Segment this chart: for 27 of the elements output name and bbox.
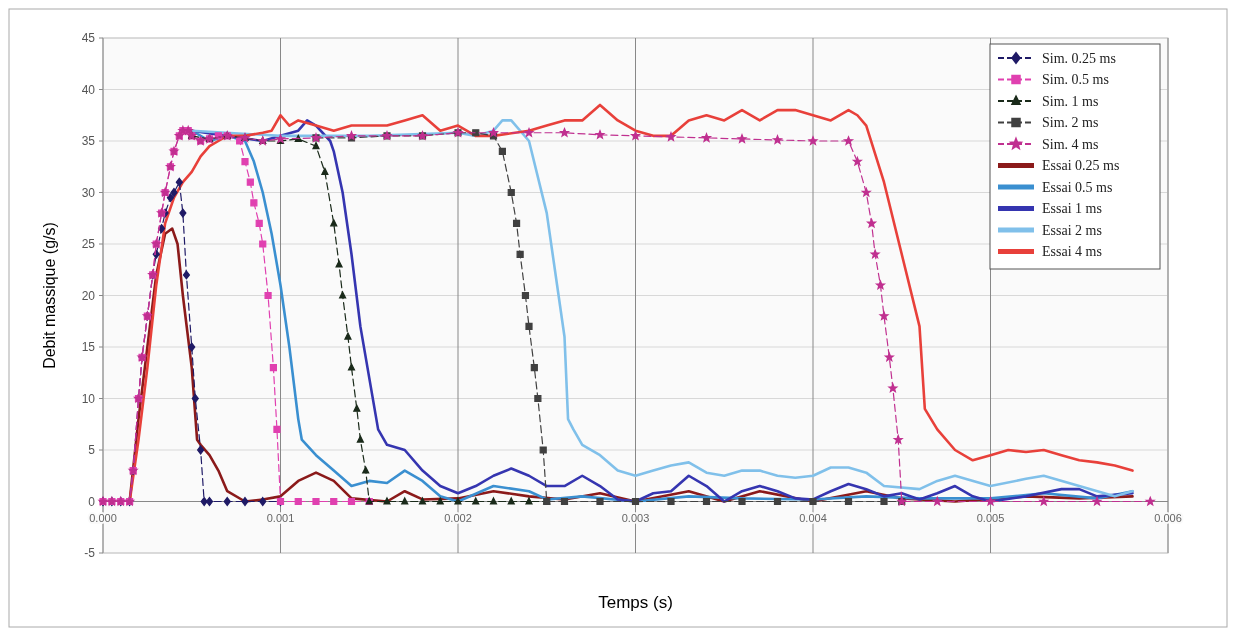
legend-label: Essai 0.5 ms bbox=[1042, 179, 1113, 195]
legend-label: Essai 2 ms bbox=[1042, 222, 1102, 238]
legend-label: Sim. 4 ms bbox=[1042, 136, 1099, 152]
y-tick-label: 30 bbox=[81, 185, 96, 200]
y-tick-label: 0 bbox=[88, 494, 96, 509]
legend-label: Sim. 0.5 ms bbox=[1042, 72, 1109, 88]
y-tick-label: 5 bbox=[88, 443, 96, 458]
legend-label: Sim. 2 ms bbox=[1042, 115, 1099, 131]
legend-label: Sim. 0.25 ms bbox=[1042, 50, 1116, 66]
y-tick-label: 10 bbox=[81, 391, 96, 406]
legend-label: Essai 1 ms bbox=[1042, 201, 1102, 217]
legend-label: Sim. 1 ms bbox=[1042, 93, 1099, 109]
x-axis-title: Temps (s) bbox=[598, 593, 673, 612]
x-tick-label: 0.002 bbox=[444, 511, 472, 524]
legend-label: Essai 0.25 ms bbox=[1042, 158, 1120, 174]
y-tick-label: -5 bbox=[84, 546, 96, 561]
legend-label: Essai 4 ms bbox=[1042, 244, 1102, 260]
y-tick-label: 45 bbox=[81, 31, 96, 46]
y-tick-label: 25 bbox=[81, 237, 96, 252]
y-axis-title: Debit massique (g/s) bbox=[41, 222, 58, 369]
y-tick-label: 40 bbox=[81, 82, 96, 97]
x-tick-label: 0.000 bbox=[89, 511, 117, 524]
y-tick-label: 20 bbox=[81, 288, 96, 303]
x-tick-label: 0.004 bbox=[799, 511, 827, 524]
x-tick-label: 0.006 bbox=[1154, 511, 1182, 524]
y-tick-label: 35 bbox=[81, 134, 96, 149]
y-tick-label: 15 bbox=[81, 340, 96, 355]
